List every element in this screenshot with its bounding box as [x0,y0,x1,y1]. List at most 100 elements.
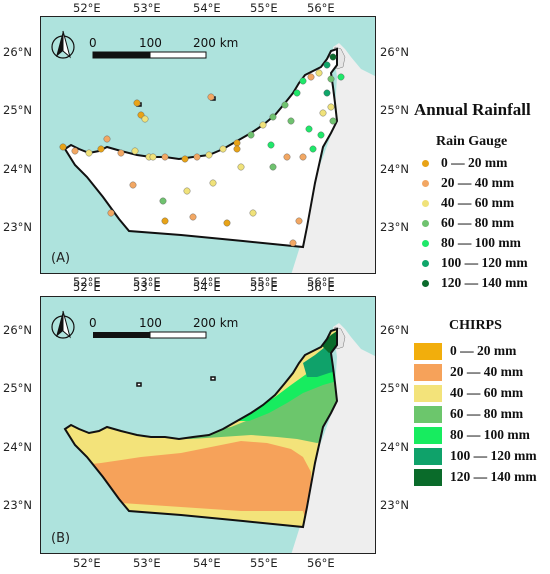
chirps-map: 0 100 200 km [51,310,375,553]
scale-label-0: 0 [89,316,97,330]
rain-gauge-point [337,73,345,81]
legend-swatch [414,384,442,402]
rain-gauge-point [181,155,189,163]
island [210,376,216,381]
scale-label-200: 200 km [193,36,238,50]
rain-gauge-point [129,181,137,189]
lon-tick-56-b-top: 56°E [307,280,335,294]
rain-gauge-legend-title: Rain Gauge [436,134,508,149]
rain-gauge-point [295,217,303,225]
rain-gauge-point [103,135,111,143]
lon-tick-55-b-top: 55°E [250,280,278,294]
north-arrow-icon [51,30,75,59]
rain-gauge-point [161,153,169,161]
north-arrow-icon [51,310,75,339]
rain-gauge-point [289,239,297,247]
lat-tick-23-b-right: 23°N [380,498,409,512]
rain-gauge-point [159,197,167,205]
rain-gauge-point [249,209,257,217]
rain-gauge-map-panel: 0 100 200 km (A) [40,16,376,274]
lon-tick-55-a-bottom: 55°E [250,275,278,289]
rain-gauge-point [315,69,323,77]
rain-gauge-point [323,89,331,97]
rain-gauge-point [107,209,115,217]
rain-gauge-legend-item: 80 — 100 mm [420,233,521,253]
legend-label: 100 — 120 mm [450,448,537,463]
lon-tick-56-a-bottom: 56°E [307,275,335,289]
legend-label: 60 — 80 mm [450,406,524,421]
legend-label: 0 — 20 mm [441,155,508,170]
lat-tick-23-a-right: 23°N [380,220,409,234]
lon-tick-52-b-top: 52°E [73,280,101,294]
rain-gauge-point [293,89,301,97]
rain-gauge-legend-item: 120 — 140 mm [420,273,528,293]
legend-label: 40 — 60 mm [441,195,515,210]
lon-tick-54-a-top: 54°E [193,1,221,15]
scale-label-200: 200 km [193,316,238,330]
rain-gauge-legend-item: 60 — 80 mm [420,213,514,233]
island [136,382,142,387]
panel-label-a: (A) [51,251,71,266]
rain-gauge-point [329,117,337,125]
lon-tick-53-b-bottom: 53°E [133,556,161,570]
lon-tick-53-b-top: 53°E [133,280,161,294]
rain-gauge-point [161,217,169,225]
lat-tick-26-b-right: 26°N [380,323,409,337]
rain-gauge-point [329,53,337,61]
lat-tick-26-a-right: 26°N [380,45,409,59]
legend-label: 0 — 20 mm [450,343,517,358]
annual-rainfall-heading: Annual Rainfall [414,100,531,119]
lon-tick-54-b-top: 54°E [193,280,221,294]
rain-gauge-legend-item: 20 — 40 mm [420,173,514,193]
lon-tick-54-a-bottom: 54°E [193,275,221,289]
rain-gauge-point [299,77,307,85]
lat-tick-25-a-right: 25°N [380,103,409,117]
rain-gauge-point [287,117,295,125]
legend-swatch [414,405,442,423]
rain-gauge-point [219,145,227,153]
legend-dot [422,259,429,267]
legend-swatch [414,426,442,444]
rain-gauge-point [283,153,291,161]
uae-border [63,327,339,529]
legend-swatch [414,468,442,486]
rain-gauge-point [207,93,215,101]
lat-tick-23-a-left: 23°N [3,220,32,234]
rain-gauge-point [59,143,67,151]
rain-gauge-point [327,103,335,111]
lat-tick-26-a-left: 26°N [3,45,32,59]
lat-tick-25-b-right: 25°N [380,381,409,395]
rain-gauge-point [299,153,307,161]
legend-label: 80 — 100 mm [450,427,530,442]
oman-land [291,323,375,553]
legend-label: 40 — 60 mm [450,385,524,400]
rain-gauge-point [233,139,241,147]
rain-gauge-point [309,145,317,153]
legend-label: 120 — 140 mm [441,275,528,290]
uae-land [63,47,339,249]
legend-label: 100 — 120 mm [441,255,528,270]
rain-gauge-point [205,151,213,159]
scale-label-100: 100 [139,316,162,330]
lat-tick-24-a-right: 24°N [380,162,409,176]
chirps-map-panel: 0 100 200 km (B) [40,296,376,554]
chirps-legend-title: CHIRPS [449,318,502,333]
legend-label: 20 — 40 mm [450,364,524,379]
rain-gauge-point [323,61,331,69]
scale-bar-segment [93,332,150,338]
rain-gauge-point [193,153,201,161]
lon-tick-56-b-bottom: 56°E [307,556,335,570]
rain-gauge-legend-item: 40 — 60 mm [420,193,514,213]
legend-dot [422,219,429,227]
lon-tick-52-a-top: 52°E [73,1,101,15]
rain-gauge-point [223,219,231,227]
scale-bar-segment [149,331,207,339]
rain-gauge-point [117,149,125,157]
rain-gauge-points [59,53,345,247]
chirps-legend-item: 40 — 60 mm [414,383,523,403]
scale-bar-outline [92,51,207,59]
rain-gauge-point [189,213,197,221]
legend-swatch [414,447,442,465]
scale-bar-segment [149,51,207,59]
lat-tick-25-b-left: 25°N [3,381,32,395]
